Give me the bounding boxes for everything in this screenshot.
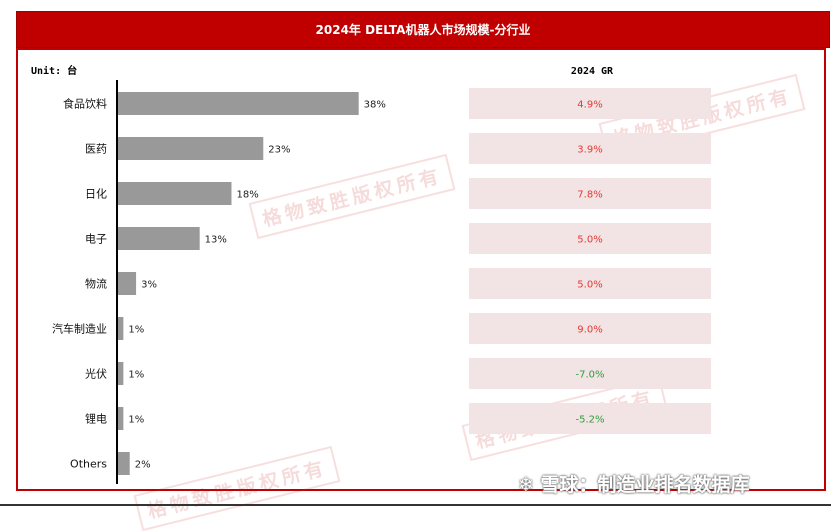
bar-value-label: 38%: [364, 100, 386, 111]
footer-logo: ❄ 雪球：制造业排名数据库: [518, 470, 750, 497]
bar-value-label: 1%: [128, 415, 144, 426]
bar-value-label: 3%: [141, 280, 157, 291]
bar-value-label: 1%: [128, 370, 144, 381]
gr-box: [469, 268, 711, 299]
category-label: 物流: [85, 277, 107, 291]
gr-box: [469, 403, 711, 434]
growth-rate-label: -5.2%: [575, 415, 604, 426]
gr-box: [469, 358, 711, 389]
gr-box: [469, 133, 711, 164]
unit-label: Unit: 台: [31, 66, 78, 77]
gr-column-header: 2024 GR: [570, 66, 614, 77]
bar-value-label: 1%: [128, 325, 144, 336]
gr-box: [469, 223, 711, 254]
chart-frame: [16, 48, 826, 491]
gr-box: [469, 313, 711, 344]
growth-rate-label: 5.0%: [577, 235, 602, 246]
bar-value-label: 23%: [268, 145, 290, 156]
category-label: 医药: [85, 143, 107, 156]
growth-rate-label: 3.9%: [577, 145, 602, 156]
bottom-divider: [0, 504, 831, 506]
growth-rate-label: 9.0%: [577, 325, 602, 336]
bar: [117, 407, 124, 430]
bar-value-label: 13%: [205, 235, 227, 246]
bar-chart: 食品饮料 38% 4.9% 医药 23% 3.9% 日化 18% 7.8% 电子 13% 5.0% 物流…: [52, 80, 711, 484]
bar-value-label: 2%: [135, 460, 151, 471]
snowball-icon: ❄: [518, 474, 534, 496]
growth-rate-label: 4.9%: [577, 100, 602, 111]
gr-box: [469, 178, 711, 209]
category-label: 光伏: [85, 367, 107, 381]
bar: [117, 182, 232, 205]
bar: [117, 362, 124, 385]
category-label: 食品饮料: [63, 97, 107, 111]
growth-rate-label: -7.0%: [575, 370, 604, 381]
bar: [117, 227, 200, 250]
bar: [117, 137, 264, 160]
category-label: Others: [70, 458, 107, 471]
bar: [117, 272, 137, 295]
growth-rate-label: 7.8%: [577, 190, 602, 201]
bar-value-label: 18%: [236, 190, 258, 201]
gr-box: [469, 88, 711, 119]
bar: [117, 317, 124, 340]
bar: [117, 92, 359, 115]
growth-rate-label: 5.0%: [577, 280, 602, 291]
category-label: 电子: [85, 233, 107, 246]
category-label: 汽车制造业: [52, 322, 107, 336]
bar: [117, 452, 130, 475]
footer-text: 雪球：制造业排名数据库: [540, 474, 750, 496]
category-label: 日化: [85, 187, 107, 201]
chart-title: 2024年 DELTA机器人市场规模-分行业: [16, 11, 830, 48]
category-label: 锂电: [85, 412, 107, 426]
